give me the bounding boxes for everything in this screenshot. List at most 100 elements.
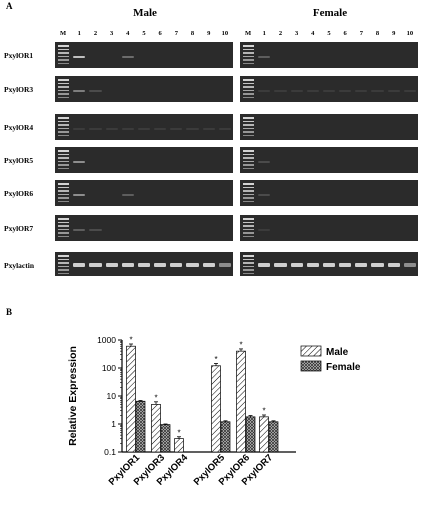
gel-band xyxy=(202,263,215,267)
ladder-band xyxy=(243,134,255,136)
gel-band xyxy=(306,90,319,93)
female-gel xyxy=(240,252,418,276)
male-lane-header: 7 xyxy=(174,30,178,37)
significance-mark: * xyxy=(214,355,217,364)
ladder-band xyxy=(58,62,70,64)
gel-band xyxy=(121,56,134,59)
ladder-band xyxy=(243,79,255,81)
ladder-band xyxy=(243,235,255,237)
female-title: Female xyxy=(312,7,348,19)
gel-band xyxy=(274,90,287,93)
ladder-band xyxy=(243,82,255,84)
ladder-band xyxy=(243,197,255,199)
ladder-band xyxy=(58,153,70,155)
male-gel xyxy=(55,147,233,173)
ladder-band xyxy=(243,183,255,185)
gel-band xyxy=(73,128,86,131)
ladder-band xyxy=(58,167,70,169)
ladder-band xyxy=(58,262,70,264)
gel-band xyxy=(73,90,86,93)
ladder-band xyxy=(243,228,255,230)
ladder-band xyxy=(58,265,70,267)
legend-label: Male xyxy=(326,347,349,358)
ladder-band xyxy=(58,160,70,162)
bar-male xyxy=(259,416,269,453)
ladder-band xyxy=(58,45,70,47)
female-lane-header: 8 xyxy=(375,30,380,37)
ladder-band xyxy=(243,150,255,152)
gel-band xyxy=(186,263,199,267)
ladder-band xyxy=(58,52,70,54)
gel-band xyxy=(339,90,352,93)
panel-b-label: B xyxy=(6,307,13,317)
ladder-band xyxy=(58,127,70,129)
male-lane-header: 8 xyxy=(190,30,195,37)
male-gel xyxy=(55,180,233,206)
ladder-band xyxy=(243,120,255,122)
male-gel xyxy=(55,76,233,102)
ladder-band xyxy=(243,265,255,267)
ladder-band xyxy=(243,55,255,57)
gel-band xyxy=(154,128,167,131)
y-tick-label: 10 xyxy=(107,391,117,401)
gel-band xyxy=(258,263,271,267)
bar-male xyxy=(236,350,246,453)
ladder-band xyxy=(58,200,70,202)
ladder-band xyxy=(58,82,70,84)
ladder-band xyxy=(58,79,70,81)
gel-band xyxy=(218,263,231,267)
ladder-band xyxy=(58,59,70,61)
ladder-band xyxy=(58,150,70,152)
male-lane-header: 5 xyxy=(142,30,146,37)
gene-label: Pxylactin xyxy=(4,261,34,270)
gel-band xyxy=(258,194,271,197)
y-axis-label: Relative Expression xyxy=(67,346,79,446)
ladder-band xyxy=(243,255,255,257)
male-gel xyxy=(55,215,233,241)
ladder-band xyxy=(58,218,70,220)
ladder-band xyxy=(58,93,70,95)
gel-band xyxy=(121,263,134,267)
ladder-band xyxy=(243,167,255,169)
ladder-band xyxy=(243,258,255,260)
ladder-band xyxy=(58,55,70,57)
ladder-band xyxy=(243,157,255,159)
ladder-band xyxy=(243,232,255,234)
ladder-band xyxy=(58,221,70,223)
bar-male xyxy=(126,345,136,453)
ladder-band xyxy=(243,62,255,64)
ladder-band xyxy=(58,120,70,122)
ladder-band xyxy=(58,269,70,271)
gel-band xyxy=(322,263,336,267)
significance-mark: * xyxy=(239,340,242,349)
legend-swatch-female xyxy=(300,360,322,372)
gel-band xyxy=(290,90,303,93)
ladder-band xyxy=(243,272,255,274)
ladder-band xyxy=(58,225,70,227)
female-lane-header: 5 xyxy=(327,30,331,37)
male-lane-header: 10 xyxy=(221,30,229,37)
ladder-band xyxy=(243,218,255,220)
ladder-band xyxy=(243,59,255,61)
female-lane-header: 10 xyxy=(406,30,414,37)
gel-band xyxy=(89,263,102,267)
y-tick-label: 100 xyxy=(102,363,116,373)
ladder-band xyxy=(243,124,255,126)
male-lane-header: 4 xyxy=(126,30,130,37)
ladder-band xyxy=(243,193,255,195)
ladder-band xyxy=(58,134,70,136)
ladder-band xyxy=(58,96,70,98)
gel-band xyxy=(218,128,231,131)
gel-band xyxy=(154,263,167,267)
gene-label: PxylOR1 xyxy=(4,51,34,60)
ladder-band xyxy=(58,232,70,234)
ladder-band xyxy=(243,96,255,98)
gel-band xyxy=(73,56,86,59)
significance-mark: * xyxy=(177,428,180,437)
gel-band xyxy=(73,229,86,232)
ladder-band xyxy=(58,228,70,230)
gel-band xyxy=(73,194,86,197)
male-lane-header: M xyxy=(60,30,67,37)
bar-female xyxy=(245,416,256,453)
female-lane-header: 4 xyxy=(311,30,315,37)
